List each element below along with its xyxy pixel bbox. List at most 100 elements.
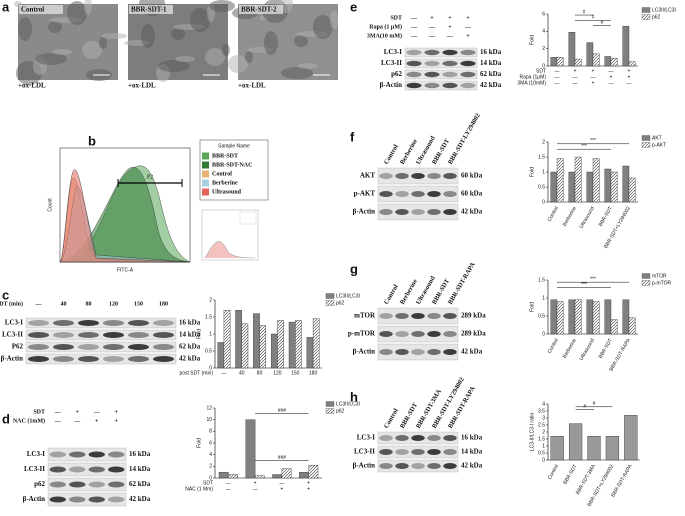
- significance-label: ***: [590, 138, 596, 144]
- bar: [235, 310, 242, 369]
- band: [379, 349, 393, 355]
- blot-row-value: —: [446, 33, 454, 39]
- band: [103, 344, 124, 350]
- lane-label: BBR-SDT-RAPA: [447, 261, 477, 306]
- kda-label: 14 kDa: [129, 465, 151, 473]
- row-value: —: [555, 68, 560, 74]
- protein-label: β-Actin: [353, 208, 375, 216]
- blot-row-label: SDT: [33, 409, 45, 415]
- bar: [610, 171, 618, 203]
- blot-strip: [47, 477, 127, 492]
- band: [379, 463, 393, 469]
- legend-label: p62: [336, 408, 345, 414]
- legend-swatch: [202, 170, 209, 178]
- texture: [101, 33, 127, 39]
- band: [28, 344, 49, 350]
- inset-curve: [204, 241, 256, 259]
- significance-label: ***: [581, 144, 587, 150]
- lane-label: BBR-SDT-LY294002: [447, 112, 482, 165]
- kda-label: 289 kDa: [461, 312, 486, 320]
- bar: [622, 25, 630, 67]
- protein-label: LC3-I: [357, 434, 376, 442]
- x-tick-label: 80: [257, 370, 263, 376]
- row-label: NAC (1 Mm): [185, 486, 213, 492]
- texture: [205, 48, 225, 66]
- y-tick-label: 1: [209, 331, 212, 337]
- y-tick-label: 12: [206, 405, 212, 411]
- band: [128, 320, 149, 326]
- y-tick-label: 0.5: [538, 184, 545, 190]
- y-tick-label: 4: [542, 401, 545, 407]
- significance-label: ***: [581, 282, 587, 288]
- legend-label: Control: [212, 171, 232, 177]
- bar: [592, 53, 600, 67]
- kda-label: 16 kDa: [461, 434, 483, 442]
- significance-label: ###: [278, 455, 287, 461]
- blot-row-value: 40: [61, 301, 67, 307]
- bar: [550, 436, 564, 461]
- row-value: —: [226, 480, 231, 486]
- bar: [550, 299, 558, 335]
- bar: [277, 320, 284, 369]
- bar: [218, 471, 229, 479]
- bar: [622, 299, 630, 335]
- band: [411, 173, 425, 179]
- x-tick-label: Control: [547, 206, 560, 223]
- blot-row-value: —: [410, 24, 418, 30]
- legend-swatch: [202, 161, 209, 169]
- row-value: —: [555, 80, 560, 86]
- row-value: +: [254, 480, 257, 486]
- kda-label: 42 kDa: [129, 495, 151, 503]
- blot-strip: [404, 47, 478, 58]
- legend-label: LC3II/LC3I: [336, 293, 360, 299]
- blot-row-value: —: [54, 418, 62, 424]
- band: [108, 466, 125, 473]
- band: [88, 496, 105, 503]
- y-tick-label: 6: [209, 440, 212, 446]
- row-value: —: [555, 74, 560, 80]
- row-label: 3MA (10mM): [517, 80, 546, 86]
- panel-letter: e: [350, 0, 357, 14]
- texture: [141, 24, 155, 48]
- protein-label: p-mTOR: [348, 330, 376, 338]
- legend-swatch: [641, 7, 651, 13]
- band: [69, 451, 86, 458]
- x-axis-label: FITC-A: [117, 267, 134, 273]
- bar: [556, 158, 564, 203]
- blot-strip: [404, 69, 478, 80]
- blot-strip: [47, 447, 127, 462]
- y-tick-label: 2: [542, 46, 545, 52]
- bar: [272, 474, 283, 479]
- legend-label: BBR-SDT: [212, 153, 238, 159]
- blot-row-value: +: [430, 15, 434, 21]
- texture: [48, 21, 62, 33]
- legend-label: AKT: [652, 135, 662, 141]
- protein-label: LC3-I: [27, 450, 46, 458]
- band: [443, 191, 457, 197]
- row-value: +: [280, 486, 283, 492]
- blot-row-value: +: [466, 15, 470, 21]
- band: [460, 71, 476, 78]
- y-tick-label: 1.5: [538, 154, 545, 160]
- band: [103, 332, 124, 338]
- blot-strip: [25, 341, 177, 353]
- legend-label: Berberine: [212, 180, 238, 186]
- x-tick-label: BBR-SDT: [562, 464, 578, 486]
- kda-label: 42 kDa: [480, 81, 502, 89]
- protein-label: LC3-II: [381, 59, 402, 67]
- band: [88, 481, 105, 488]
- bar: [628, 61, 636, 67]
- bar: [624, 415, 638, 461]
- texture: [294, 35, 308, 47]
- kda-label: 16 kDa: [129, 450, 151, 458]
- band: [379, 435, 393, 441]
- panel-letter: b: [88, 133, 96, 148]
- row-value: —: [627, 80, 632, 86]
- texture: [158, 60, 190, 72]
- bar: [299, 471, 309, 479]
- texture: [330, 11, 338, 29]
- blot-row-value: —: [428, 33, 436, 39]
- band: [53, 344, 74, 350]
- band: [78, 332, 99, 338]
